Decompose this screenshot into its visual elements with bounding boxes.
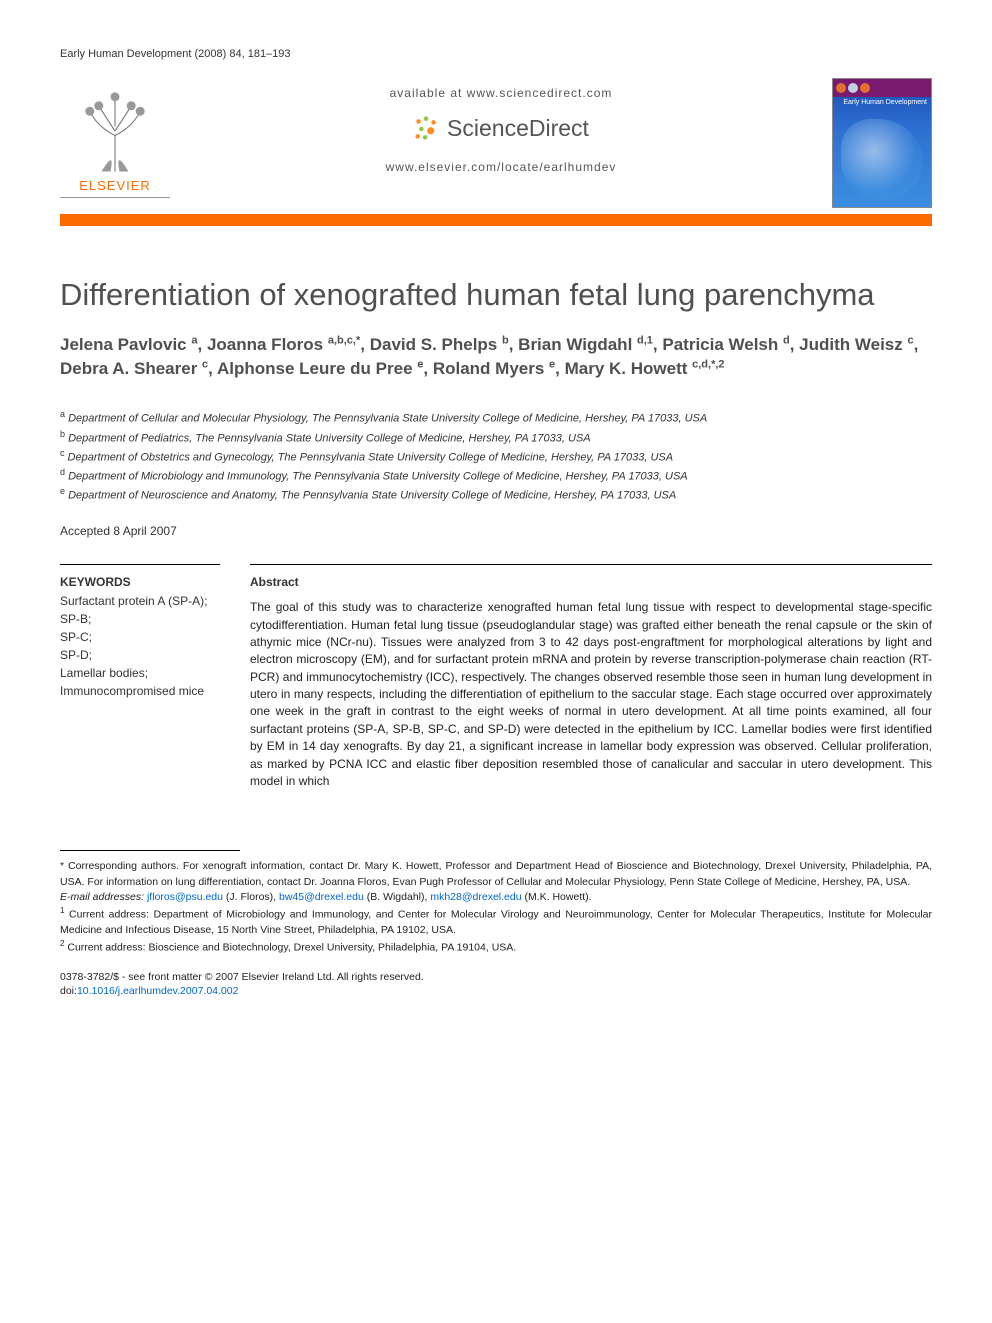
footnotes-block: * Corresponding authors. For xenograft i… — [60, 859, 932, 955]
abstract-body: The goal of this study was to characteri… — [250, 599, 932, 790]
abstract-block: Abstract The goal of this study was to c… — [250, 564, 932, 790]
email-link[interactable]: jfloros@psu.edu — [147, 891, 223, 903]
email-addresses-line: E-mail addresses: jfloros@psu.edu (J. Fl… — [60, 890, 932, 905]
affiliation-list: a Department of Cellular and Molecular P… — [60, 408, 932, 504]
doi-line: doi:10.1016/j.earlhumdev.2007.04.002 — [60, 984, 932, 999]
journal-locate-url: www.elsevier.com/locate/earlhumdev — [188, 160, 814, 174]
elsevier-tree-icon — [70, 86, 160, 176]
keywords-heading: KEYWORDS — [60, 575, 220, 589]
orange-divider-bar — [60, 214, 932, 226]
article-title: Differentiation of xenografted human fet… — [60, 276, 932, 315]
sciencedirect-logo: ScienceDirect — [413, 114, 589, 142]
cover-journal-title: Early Human Development — [833, 97, 931, 108]
elsevier-logo: ELSEVIER — [60, 78, 170, 198]
corresponding-author-note: * Corresponding authors. For xenograft i… — [60, 859, 932, 889]
keywords-block: KEYWORDS Surfactant protein A (SP-A);SP-… — [60, 564, 220, 700]
footnote-1: 1 Current address: Department of Microbi… — [60, 905, 932, 938]
journal-citation: Early Human Development (2008) 84, 181–1… — [60, 48, 932, 60]
journal-cover-thumbnail: Early Human Development — [832, 78, 932, 208]
keywords-body: Surfactant protein A (SP-A);SP-B;SP-C;SP… — [60, 592, 220, 700]
sciencedirect-icon — [413, 114, 441, 142]
abstract-heading: Abstract — [250, 575, 932, 589]
accepted-date: Accepted 8 April 2007 — [60, 524, 932, 538]
footnote-2: 2 Current address: Bioscience and Biotec… — [60, 938, 932, 956]
publisher-banner: ELSEVIER available at www.sciencedirect.… — [60, 78, 932, 208]
available-at-text: available at www.sciencedirect.com — [188, 86, 814, 100]
email-link[interactable]: mkh28@drexel.edu — [430, 891, 521, 903]
banner-center: available at www.sciencedirect.com Scien… — [188, 78, 814, 174]
doi-link[interactable]: 10.1016/j.earlhumdev.2007.04.002 — [77, 985, 239, 997]
elsevier-wordmark: ELSEVIER — [79, 178, 151, 193]
copyright-line: 0378-3782/$ - see front matter © 2007 El… — [60, 970, 932, 985]
sciencedirect-wordmark: ScienceDirect — [447, 115, 589, 142]
email-link[interactable]: bw45@drexel.edu — [279, 891, 364, 903]
footnote-separator — [60, 850, 240, 851]
author-list: Jelena Pavlovic a, Joanna Floros a,b,c,*… — [60, 333, 932, 381]
copyright-block: 0378-3782/$ - see front matter © 2007 El… — [60, 970, 932, 999]
